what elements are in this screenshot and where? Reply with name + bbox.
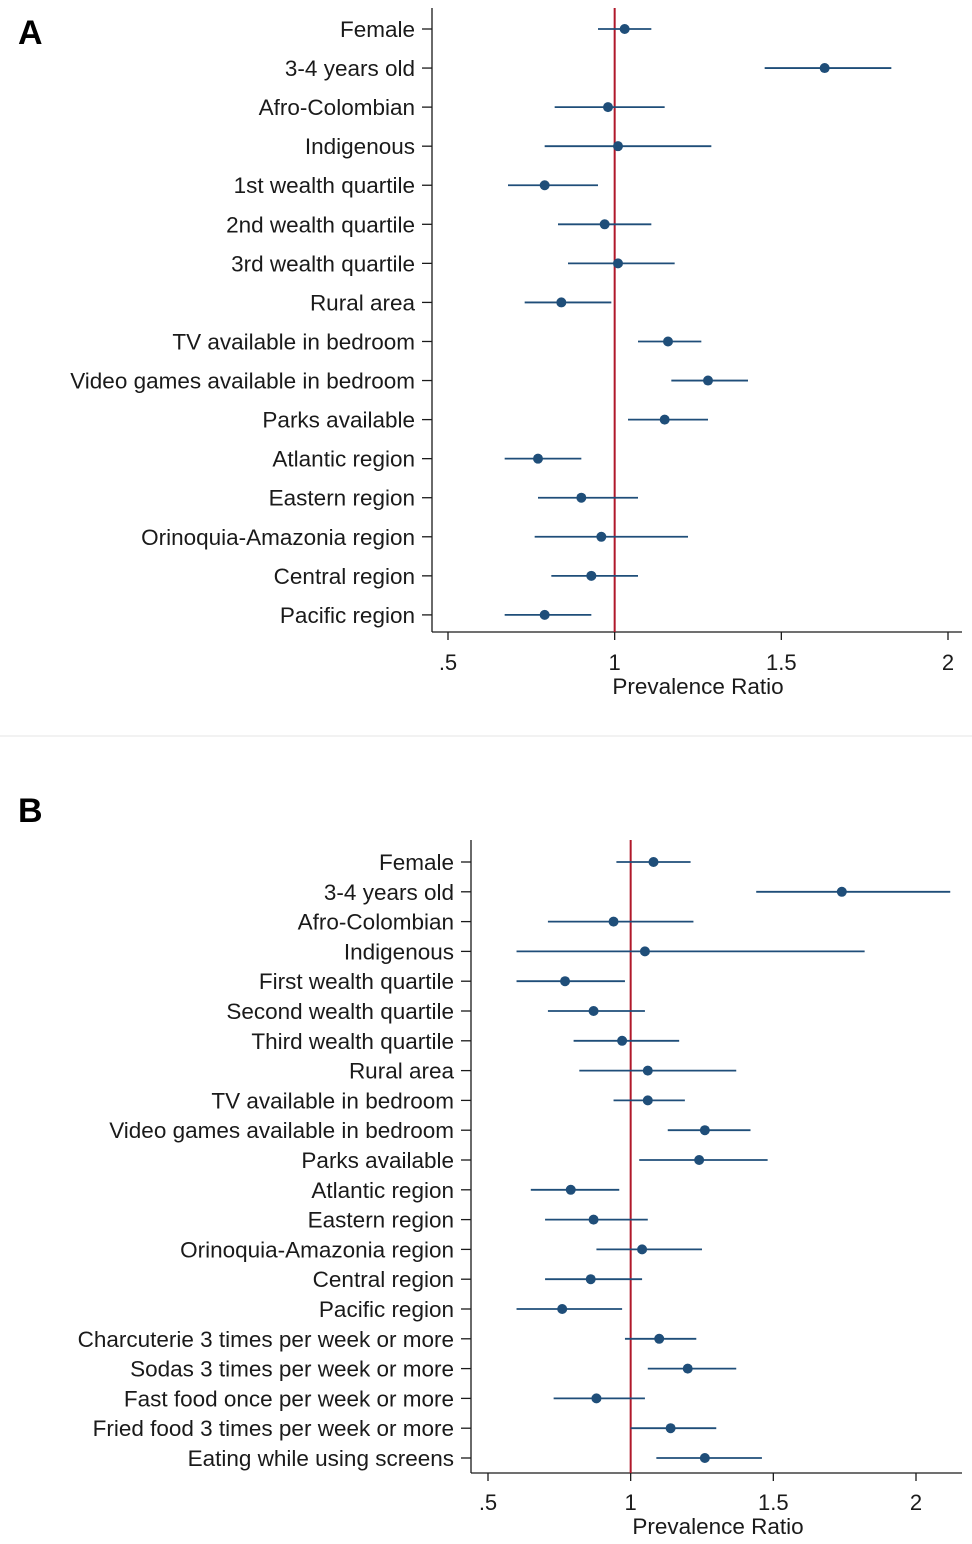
panel-b: B .5 1 1.5 2 Prevalence Ratio Female 3-4 years… (0, 768, 972, 1544)
panel-b-label-female: Female (379, 850, 454, 875)
panel-a-label-pacific-region: Pacific region (280, 603, 415, 628)
panel-b-point-atlantic-region (565, 1184, 576, 1195)
panel-b-point-pacific-region (557, 1304, 568, 1314)
panel-b-label-central-region: Central region (313, 1267, 454, 1292)
panel-divider (0, 735, 972, 737)
panel-a-point-pacific-region (539, 609, 550, 620)
forest-plot-b: B .5 1 1.5 2 Prevalence Ratio Female 3-4 years… (18, 792, 962, 1539)
panel-a-point-atlantic-region (533, 453, 543, 464)
panel-a-label-female: Female (340, 17, 415, 42)
panel-letter-b: B (18, 792, 43, 830)
panel-a-x-tick-label: 1.5 (766, 650, 797, 675)
forest-plot-a: A .5 1 1.5 2 Prevalence Ratio Female 3-4 years… (18, 8, 962, 699)
panel-b-point-3-4-years-old (836, 886, 847, 897)
panel-a-point-2nd-wealth-quartile (599, 219, 610, 230)
panel-a-label-1st-wealth-quartile: 1st wealth quartile (234, 173, 415, 198)
panel-a-point-orinoquia-amazonia-region (596, 531, 607, 542)
panel-b-x-tick-label: 1.5 (758, 1490, 789, 1515)
panel-b-point-fast-food-once-per-week-or-more (591, 1393, 602, 1404)
panel-b-x-tick-label: 2 (910, 1490, 922, 1515)
panel-b-point-female (648, 857, 659, 867)
panel-a-point-video-games-available-in-bedroom (703, 375, 713, 386)
panel-b-label-3-4-years-old: 3-4 years old (324, 880, 454, 905)
panel-b-label-tv-available-in-bedroom: TV available in bedroom (211, 1088, 454, 1113)
panel-b-point-indigenous (639, 946, 650, 957)
panel-a-point-central-region (586, 570, 597, 581)
panel-b-label-eastern-region: Eastern region (308, 1208, 454, 1233)
panel-b-point-rural-area (642, 1065, 653, 1076)
panel-b-x-axis-title: Prevalence Ratio (632, 1514, 803, 1539)
panel-a-point-indigenous (613, 141, 623, 152)
panel-b-point-first-wealth-quartile (560, 976, 571, 987)
panel-b-point-orinoquia-amazonia-region (637, 1244, 648, 1255)
panel-a-label-central-region: Central region (274, 564, 415, 589)
panel-b-label-first-wealth-quartile: First wealth quartile (259, 969, 454, 994)
panel-a-point-female (619, 24, 630, 34)
panel-a-point-3-4-years-old (819, 63, 830, 74)
panel-b-x-tick-label: .5 (479, 1490, 497, 1515)
panel-b-label-video-games-available-in-bedroom: Video games available in bedroom (109, 1118, 454, 1143)
panel-b-point-eastern-region (588, 1214, 599, 1225)
panel-b-label-parks-available: Parks available (301, 1148, 454, 1173)
panel-a-point-3rd-wealth-quartile (613, 258, 623, 269)
panel-a-label-2nd-wealth-quartile: 2nd wealth quartile (226, 212, 415, 237)
panel-a: A .5 1 1.5 2 Prevalence Ratio Female 3-4 years… (0, 0, 972, 736)
panel-a-x-tick-label: 2 (942, 650, 954, 675)
panel-a-point-afro-colombian (603, 102, 613, 113)
panel-b-point-afro-colombian (608, 916, 619, 927)
panel-b-point-video-games-available-in-bedroom (699, 1125, 710, 1136)
panel-letter-a: A (18, 14, 43, 52)
panel-a-label-eastern-region: Eastern region (269, 486, 415, 511)
panel-b-point-parks-available (694, 1155, 705, 1165)
panel-b-label-indigenous: Indigenous (344, 939, 454, 964)
panel-a-label-orinoquia-amazonia-region: Orinoquia-Amazonia region (141, 525, 415, 550)
panel-a-label-indigenous: Indigenous (305, 134, 415, 159)
panel-b-label-eating-while-using-screens: Eating while using screens (188, 1446, 454, 1471)
panel-b-label-second-wealth-quartile: Second wealth quartile (226, 999, 454, 1024)
panel-a-point-rural-area (556, 297, 567, 308)
panel-b-label-sodas-3-times-per-week-or-more: Sodas 3 times per week or more (130, 1357, 454, 1382)
panel-a-label-3rd-wealth-quartile: 3rd wealth quartile (231, 251, 415, 276)
panel-b-point-central-region (585, 1274, 596, 1285)
panel-a-label-3-4-years-old: 3-4 years old (285, 56, 415, 81)
panel-b-point-tv-available-in-bedroom (642, 1095, 653, 1106)
panel-b-label-fried-food-3-times-per-week-or-more: Fried food 3 times per week or more (93, 1416, 454, 1441)
panel-b-label-atlantic-region: Atlantic region (311, 1178, 454, 1203)
panel-b-label-orinoquia-amazonia-region: Orinoquia-Amazonia region (180, 1237, 454, 1262)
panel-a-x-tick-label: .5 (439, 650, 457, 675)
panel-a-x-tick-label: 1 (609, 650, 621, 675)
panel-b-point-third-wealth-quartile (617, 1035, 628, 1046)
panel-b-label-fast-food-once-per-week-or-more: Fast food once per week or more (124, 1386, 454, 1411)
panel-b-point-eating-while-using-screens (699, 1453, 710, 1463)
panel-a-x-axis-title: Prevalence Ratio (612, 674, 783, 699)
panel-b-x-tick-label: 1 (625, 1490, 637, 1515)
panel-b-label-pacific-region: Pacific region (319, 1297, 454, 1322)
panel-a-label-atlantic-region: Atlantic region (272, 447, 415, 472)
panel-a-label-afro-colombian: Afro-Colombian (259, 95, 415, 120)
panel-a-point-tv-available-in-bedroom (663, 336, 673, 347)
panel-b-label-afro-colombian: Afro-Colombian (298, 910, 454, 935)
panel-a-point-1st-wealth-quartile (539, 180, 550, 191)
panel-b-point-fried-food-3-times-per-week-or-more (665, 1423, 676, 1434)
panel-b-label-third-wealth-quartile: Third wealth quartile (251, 1029, 454, 1054)
panel-b-point-sodas-3-times-per-week-or-more (682, 1363, 693, 1374)
panel-a-label-video-games-available-in-bedroom: Video games available in bedroom (70, 369, 415, 394)
panel-b-label-rural-area: Rural area (349, 1059, 455, 1084)
panel-a-point-eastern-region (576, 492, 587, 503)
panel-a-label-parks-available: Parks available (262, 408, 415, 433)
panel-b-point-charcuterie-3-times-per-week-or-more (654, 1333, 665, 1344)
panel-a-label-tv-available-in-bedroom: TV available in bedroom (172, 329, 415, 354)
panel-b-label-charcuterie-3-times-per-week-or-more: Charcuterie 3 times per week or more (78, 1327, 454, 1352)
panel-a-point-parks-available (659, 414, 670, 425)
panel-b-point-second-wealth-quartile (588, 1006, 599, 1016)
panel-a-label-rural-area: Rural area (310, 290, 416, 315)
